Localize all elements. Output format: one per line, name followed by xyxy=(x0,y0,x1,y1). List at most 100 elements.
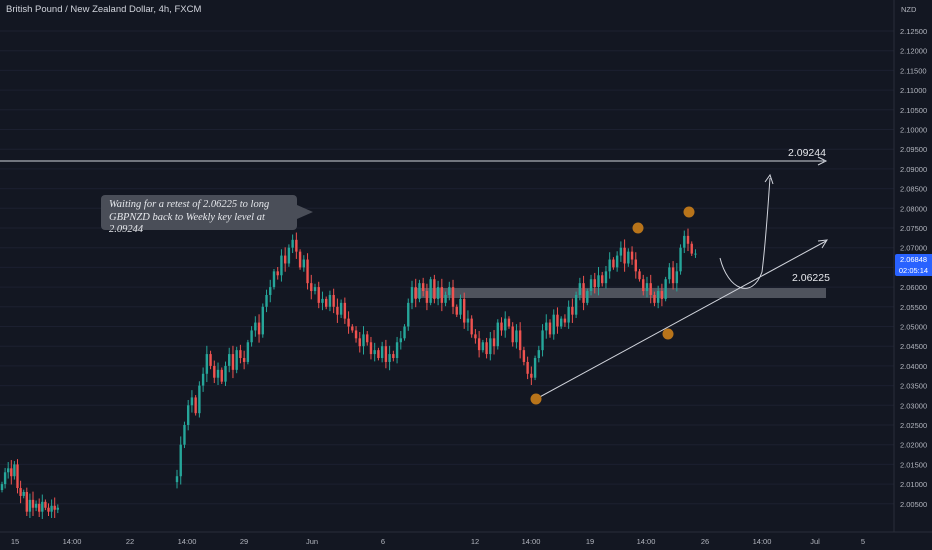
candle xyxy=(291,234,294,254)
candle xyxy=(683,230,686,254)
candle xyxy=(451,279,455,315)
candle xyxy=(228,347,231,373)
candle xyxy=(541,324,544,357)
candle xyxy=(209,350,212,370)
x-tick-label: 14:00 xyxy=(178,537,197,546)
candle xyxy=(321,291,324,311)
candle xyxy=(559,316,563,329)
candle xyxy=(645,276,649,298)
candle xyxy=(694,249,697,258)
candle xyxy=(410,280,414,310)
trendline xyxy=(535,240,827,400)
candle xyxy=(589,274,593,296)
y-tick-label: 2.05500 xyxy=(900,303,927,312)
x-tick-label: 14:00 xyxy=(63,537,82,546)
candle xyxy=(440,278,444,312)
annotation-callout: Waiting for a retest of 2.06225 to long … xyxy=(101,195,297,235)
y-tick-label: 2.08000 xyxy=(900,204,927,213)
candle xyxy=(13,461,16,480)
candle xyxy=(421,277,425,297)
candle xyxy=(50,499,53,518)
y-tick-label: 2.09500 xyxy=(900,145,927,154)
candle xyxy=(593,272,596,294)
candle xyxy=(642,274,645,296)
candle xyxy=(686,228,690,252)
candle xyxy=(455,304,458,318)
candle xyxy=(511,322,514,347)
candle xyxy=(44,499,47,511)
candle xyxy=(481,339,485,353)
candle xyxy=(25,487,28,517)
candle xyxy=(332,288,335,314)
y-tick-label: 2.10000 xyxy=(900,126,927,135)
candle xyxy=(306,253,309,290)
candle xyxy=(0,481,4,493)
candle xyxy=(634,252,637,279)
y-tick-label: 2.11500 xyxy=(900,66,927,75)
candle xyxy=(31,491,35,517)
x-tick-label: 26 xyxy=(701,537,709,546)
candle-countdown: 02:05:14 xyxy=(898,266,929,275)
candle xyxy=(254,316,257,337)
candle xyxy=(351,324,354,333)
candle xyxy=(545,314,548,339)
x-tick-label: 29 xyxy=(240,537,248,546)
candle xyxy=(574,291,578,319)
candle xyxy=(358,332,361,353)
candle xyxy=(425,283,429,311)
candle xyxy=(601,271,604,287)
candle xyxy=(619,241,623,262)
pivot-marker xyxy=(530,393,542,405)
candle xyxy=(444,291,447,307)
candle xyxy=(418,279,421,303)
x-tick-label: 22 xyxy=(126,537,134,546)
candle xyxy=(38,498,41,517)
candle xyxy=(526,356,529,380)
candle xyxy=(362,326,365,355)
target-level-label: 2.09244 xyxy=(788,147,826,159)
annotation-line-1: Waiting for a retest of 2.06225 to long xyxy=(109,199,270,210)
candle xyxy=(231,345,235,379)
y-tick-label: 2.02500 xyxy=(900,421,927,430)
candle xyxy=(242,350,246,370)
candle xyxy=(373,342,376,362)
candle xyxy=(265,289,268,313)
candle xyxy=(239,344,242,364)
candle xyxy=(34,500,38,512)
candle xyxy=(474,329,477,344)
chart-title: British Pound / New Zealand Dollar, 4h, … xyxy=(6,4,202,15)
candle xyxy=(190,390,194,413)
candle xyxy=(395,336,399,364)
candle xyxy=(586,288,589,306)
y-tick-label: 2.08500 xyxy=(900,185,927,194)
candle xyxy=(578,277,582,301)
candle xyxy=(56,504,59,514)
candle xyxy=(325,296,328,310)
candle xyxy=(7,462,10,479)
x-tick-label: Jun xyxy=(306,537,318,546)
y-tick-label: 2.10500 xyxy=(900,106,927,115)
candle xyxy=(302,255,306,272)
candle xyxy=(310,274,313,300)
candle xyxy=(671,261,675,290)
candle xyxy=(261,303,264,338)
candle xyxy=(179,436,182,485)
candle xyxy=(295,232,298,259)
x-tick-label: 12 xyxy=(471,537,479,546)
x-tick-label: 15 xyxy=(11,537,19,546)
y-tick-label: 2.07500 xyxy=(900,224,927,233)
x-tick-label: Jul xyxy=(810,537,820,546)
current-price-tag: 2.06848 02:05:14 xyxy=(895,254,932,276)
candle xyxy=(399,331,402,350)
candle xyxy=(388,345,391,371)
candle xyxy=(313,283,317,295)
candle xyxy=(612,257,615,270)
candle xyxy=(10,460,13,485)
candle xyxy=(250,326,253,347)
candle xyxy=(22,489,25,499)
y-axis-unit: NZD xyxy=(901,5,917,14)
candle xyxy=(504,311,507,338)
candle xyxy=(660,283,664,307)
candle xyxy=(41,494,44,519)
